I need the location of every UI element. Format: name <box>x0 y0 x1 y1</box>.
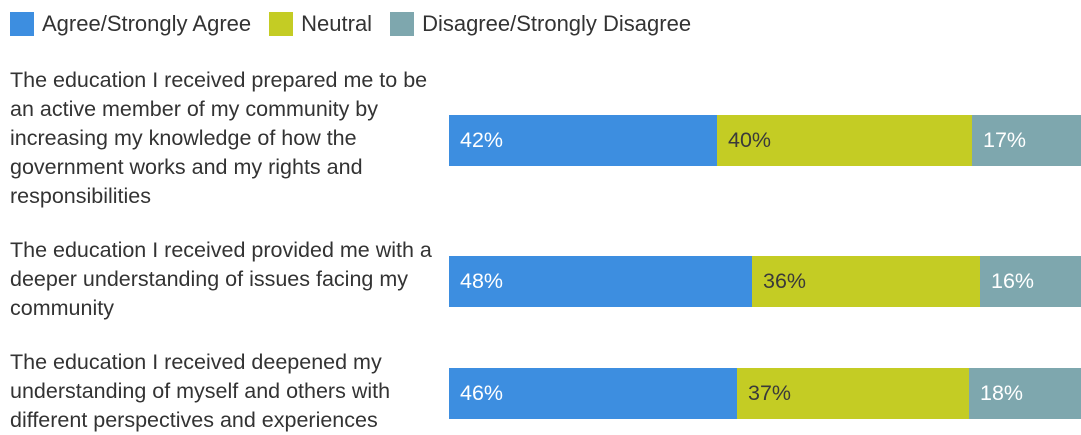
legend-label-neutral: Neutral <box>301 11 373 36</box>
legend-swatch-neutral <box>269 12 294 36</box>
legend-label-agree: Agree/Strongly Agree <box>42 11 252 36</box>
bar-segment-agree-3: 46% <box>449 368 737 419</box>
bar-segment-neutral-1: 40% <box>717 115 972 166</box>
legend-label-disagree: Disagree/Strongly Disagree <box>422 11 692 36</box>
legend-swatch-disagree <box>390 12 415 36</box>
stacked-bar-2: 48% 36% 16% <box>449 256 1081 307</box>
bar-segment-neutral-3: 37% <box>737 368 969 419</box>
chart-row-3: The education I received deepened my und… <box>0 348 1081 434</box>
bar-segment-neutral-2: 36% <box>752 256 980 307</box>
chart-row-2: The education I received provided me wit… <box>0 236 1081 328</box>
chart-row-1: The education I received prepared me to … <box>0 66 1081 216</box>
bar-segment-disagree-1: 17% <box>972 115 1081 166</box>
bar-segment-disagree-3: 18% <box>969 368 1081 419</box>
stacked-bar-3: 46% 37% 18% <box>449 368 1081 419</box>
chart-legend: Agree/Strongly Agree Neutral Disagree/St… <box>10 10 709 38</box>
category-label-2: The education I received provided me wit… <box>10 238 432 320</box>
bar-segment-agree-1: 42% <box>449 115 717 166</box>
legend-swatch-agree <box>10 12 34 36</box>
category-label-3: The education I received deepened my und… <box>10 350 391 432</box>
legend-item-neutral: Neutral <box>269 10 372 38</box>
stacked-bar-1: 42% 40% 17% <box>449 115 1081 166</box>
legend-item-disagree: Disagree/Strongly Disagree <box>390 10 691 38</box>
bar-segment-disagree-2: 16% <box>980 256 1081 307</box>
category-label-1: The education I received prepared me to … <box>10 68 428 208</box>
legend-item-agree: Agree/Strongly Agree <box>10 10 251 38</box>
bar-segment-agree-2: 48% <box>449 256 752 307</box>
